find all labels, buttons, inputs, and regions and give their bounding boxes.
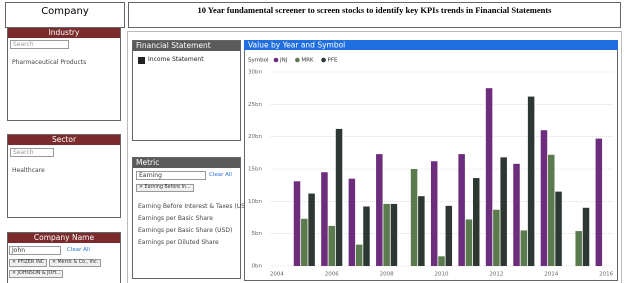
bar — [293, 181, 301, 266]
chip[interactable]: JOHNSON & JOH... — [9, 270, 64, 278]
bar — [410, 169, 418, 266]
y-tick-label: 20bn — [248, 134, 262, 140]
bar — [438, 256, 445, 266]
sector-slicer: Sector Search Healthcare — [7, 134, 121, 218]
x-tick-label: 2014 — [544, 272, 558, 278]
bar — [493, 209, 500, 266]
bar — [555, 191, 562, 266]
chart-header — [244, 40, 618, 50]
slicer-title: Metric — [133, 158, 240, 168]
bar — [321, 172, 328, 266]
y-tick-label: 30bn — [248, 70, 262, 76]
industry-slicer: Industry Search Pharmaceutical Products — [7, 27, 121, 121]
x-tick-label: 2008 — [380, 272, 394, 278]
bar — [582, 207, 590, 266]
company-header: Company — [5, 2, 125, 28]
legend-label: MRK — [301, 58, 314, 64]
bar — [376, 154, 383, 266]
search-box[interactable]: Earning — [136, 171, 206, 180]
y-tick-label: 0bn — [252, 264, 263, 270]
bar — [355, 244, 363, 266]
bar — [540, 130, 548, 266]
bar — [328, 225, 335, 266]
bar — [383, 203, 390, 266]
x-tick-label: 2012 — [489, 272, 503, 278]
slicer-title: Company Name — [8, 233, 120, 243]
y-tick-label: 25bn — [248, 102, 262, 108]
slicer-title: Sector — [8, 135, 120, 145]
slicer-item[interactable]: Earnings per Basic Share — [138, 215, 213, 222]
slicer-title: Industry — [8, 28, 120, 38]
search-box[interactable]: Search — [10, 40, 69, 49]
legend-marker — [295, 57, 300, 63]
legend-label: JNJ — [279, 58, 288, 64]
bar — [390, 203, 398, 266]
bar — [472, 178, 480, 266]
bar — [500, 157, 507, 266]
slicer-title: Financial Statement — [133, 41, 240, 51]
x-tick-label: 2010 — [435, 272, 449, 278]
y-tick-label: 10bn — [248, 199, 262, 205]
chip[interactable]: Earning Before In... — [136, 184, 194, 192]
bar — [513, 163, 520, 266]
y-tick-label: 5bn — [252, 231, 263, 237]
slicer-item[interactable]: Income Statement — [148, 56, 204, 63]
search-box[interactable]: Search — [10, 148, 54, 157]
metric-slicer: Metric Earning Clear All Earning Before … — [132, 157, 252, 279]
legend-label: PFE — [328, 58, 338, 64]
legend-marker — [273, 57, 279, 63]
slicer-item[interactable]: Healthcare — [12, 167, 45, 174]
slicer-item[interactable]: Earning Before Interest & Taxes (USD) — [138, 203, 252, 210]
bar — [595, 138, 603, 266]
clear-all[interactable]: Clear All — [67, 247, 90, 253]
legend-title: Symbol — [248, 58, 269, 64]
checkbox[interactable] — [138, 57, 145, 64]
page-title: 10 Year fundamental screener to screen s… — [128, 2, 621, 28]
bar — [465, 219, 473, 266]
bar — [363, 206, 370, 266]
chip[interactable]: Merck & Co., Inc. — [49, 259, 102, 267]
bar — [520, 230, 528, 266]
slicer-item[interactable]: Earnings per Basic Share (USD) — [138, 227, 233, 234]
bar — [575, 231, 582, 266]
bar — [445, 205, 453, 266]
chart: Value by Year and Symbol Symbol JNJ MRK PF… — [244, 40, 618, 281]
slicer-item[interactable]: Pharmaceutical Products — [12, 59, 87, 66]
report-frame — [127, 31, 622, 283]
x-tick-label: 2016 — [599, 272, 613, 278]
search-box[interactable]: John — [9, 246, 61, 255]
bar — [548, 154, 555, 266]
bar — [485, 88, 493, 266]
bar — [458, 154, 465, 266]
y-tick-label: 15bn — [248, 167, 262, 173]
clear-all[interactable]: Clear All — [209, 172, 232, 178]
slicer-item[interactable]: Earnings per Diluted Share — [138, 239, 219, 246]
statement-slicer: Financial Statement Income Statement — [132, 40, 241, 141]
bar — [301, 218, 308, 266]
bar — [527, 96, 535, 266]
bar — [308, 193, 315, 266]
company-slicer: Company Name John Clear All PFIZER INC M… — [7, 232, 121, 283]
bar — [418, 196, 425, 266]
bar — [348, 178, 356, 266]
x-tick-label: 2004 — [270, 272, 284, 278]
legend-marker — [321, 57, 326, 63]
x-tick-label: 2006 — [325, 272, 339, 278]
bar — [335, 128, 343, 266]
bar — [430, 161, 438, 266]
chart-title: Value by Year and Symbol — [248, 41, 345, 50]
chip[interactable]: PFIZER INC — [9, 259, 48, 267]
